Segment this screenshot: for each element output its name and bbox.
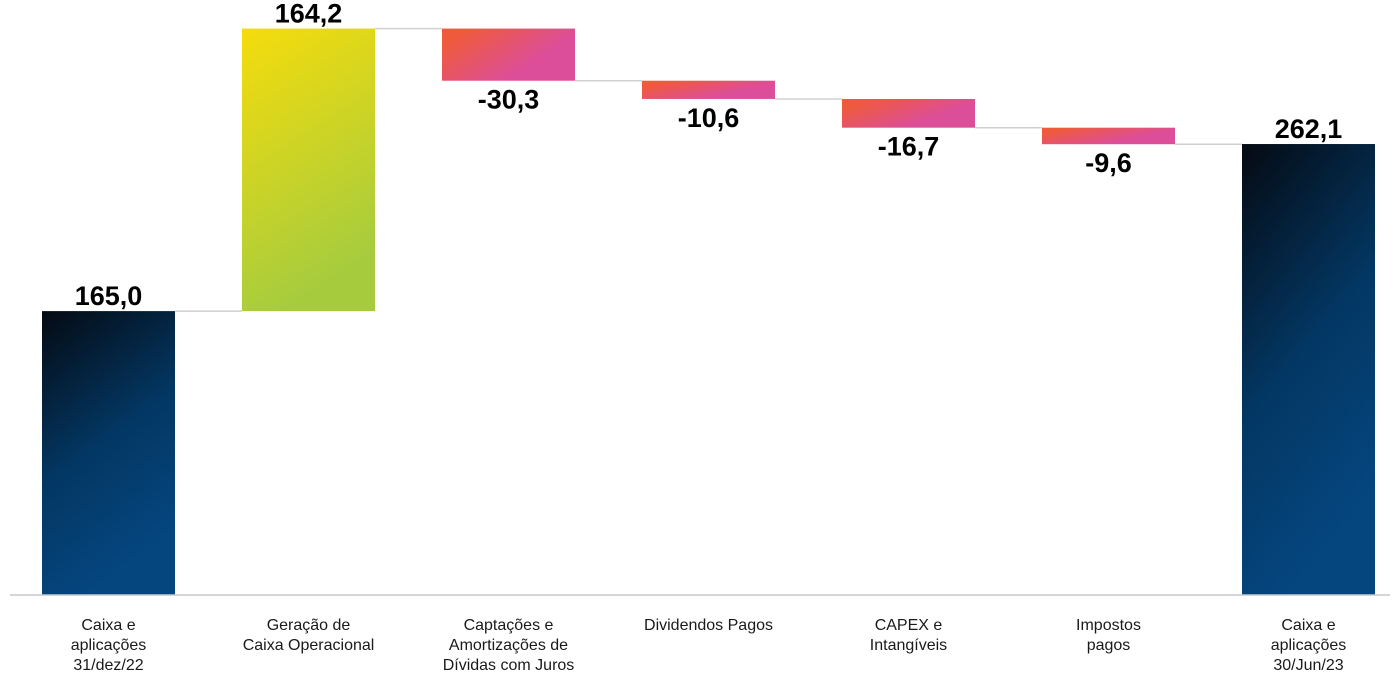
category-labels: Caixa e aplicações 31/dez/22 Geração de Caix…	[71, 617, 1347, 674]
category-label-3: Dividendos Pagos	[644, 617, 773, 634]
category-label-line: Amortizações de	[449, 637, 568, 654]
category-label-2: Captações e Amortizações de Dívidas com Ju…	[443, 617, 575, 674]
bar-4	[842, 98, 975, 128]
value-label-3: -10,6	[678, 103, 740, 133]
category-label-line: 31/dez/22	[73, 657, 143, 674]
bar-1	[242, 28, 375, 312]
bar-6	[1242, 144, 1375, 596]
category-label-1: Geração de Caixa Operacional	[243, 617, 375, 654]
category-label-line: aplicações	[1271, 637, 1347, 654]
value-label-6: 262,1	[1275, 114, 1343, 144]
category-label-line: Caixa e	[1281, 617, 1335, 634]
category-label-line: pagos	[1087, 637, 1131, 654]
value-labels: 165,0 164,2 -30,3 -10,6 -16,7 -9,6 262,1	[75, 0, 1343, 311]
bars	[42, 28, 1375, 596]
category-label-4: CAPEX e Intangíveis	[870, 617, 947, 654]
category-label-line: Caixa Operacional	[243, 637, 375, 654]
category-label-line: Impostos	[1076, 617, 1141, 634]
bar-2	[442, 28, 575, 81]
value-label-1: 164,2	[275, 0, 343, 29]
category-label-line: Intangíveis	[870, 637, 947, 654]
bar-0	[42, 311, 175, 595]
value-label-5: -9,6	[1085, 148, 1132, 178]
value-label-4: -16,7	[878, 132, 940, 162]
connector-lines	[175, 27, 1242, 312]
value-label-0: 165,0	[75, 281, 143, 311]
category-label-line: Captações e	[464, 617, 554, 634]
category-label-line: 30/Jun/23	[1273, 657, 1343, 674]
category-label-line: CAPEX e	[875, 617, 943, 634]
category-label-line: aplicações	[71, 637, 147, 654]
category-label-6: Caixa e aplicações 30/Jun/23	[1271, 617, 1347, 674]
category-label-line: Dívidas com Juros	[443, 657, 575, 674]
category-label-line: Dividendos Pagos	[644, 617, 773, 634]
category-label-0: Caixa e aplicações 31/dez/22	[71, 617, 147, 674]
category-label-5: Impostos pagos	[1076, 617, 1141, 654]
category-label-line: Geração de	[267, 617, 351, 634]
value-label-2: -30,3	[478, 85, 540, 115]
bar-5	[1042, 127, 1175, 145]
category-label-line: Caixa e	[81, 617, 135, 634]
bar-3	[642, 80, 775, 99]
